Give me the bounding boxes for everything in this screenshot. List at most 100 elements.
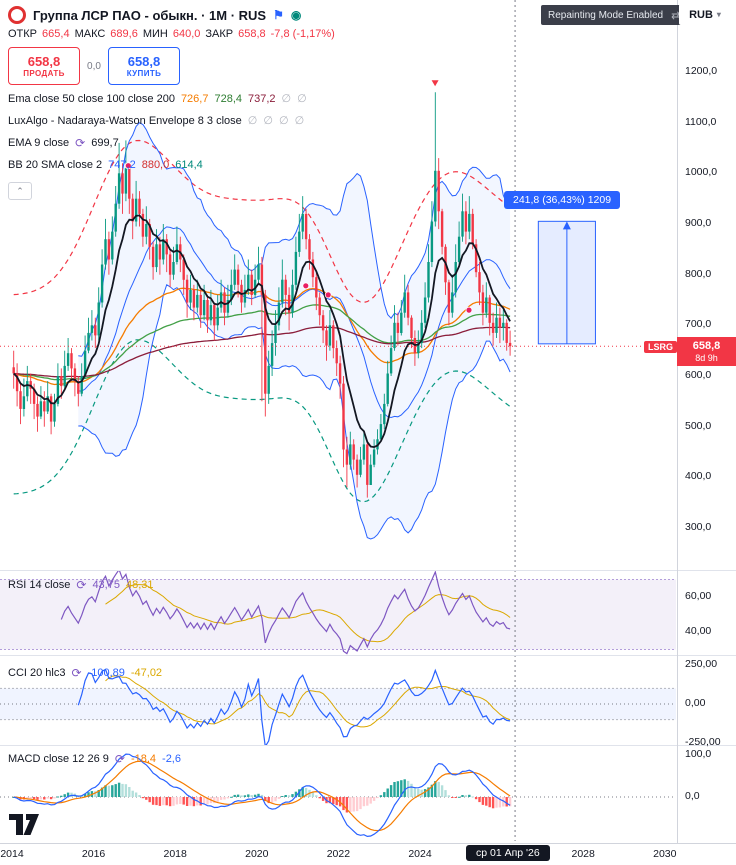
hidden-value-icon: ∅	[297, 93, 307, 105]
loading-spinner-icon: ⟳	[71, 666, 82, 680]
currency-selector[interactable]: RUB ▾	[679, 4, 731, 25]
ema100-value: 728,4	[214, 92, 242, 105]
buy-label: КУПИТЬ	[126, 69, 162, 78]
hidden-value-icon: ∅	[294, 115, 305, 127]
indicator-macd: MACD close 12 26 9 ⟳ -18,4 -2,6	[8, 752, 181, 766]
axis-tick-label: 0,0	[685, 790, 700, 802]
time-tick-label: 2028	[571, 848, 595, 860]
axis-tick-label: 1000,0	[685, 166, 718, 179]
pane-separator[interactable]	[0, 570, 736, 571]
axis-tick-label: 0,00	[685, 697, 706, 709]
time-tick-label: 2030	[653, 848, 677, 860]
last-price-value: 658,8	[692, 339, 721, 352]
axis-tick-label: 700,0	[685, 318, 712, 331]
indicator-cci: CCI 20 hlc3 ⟳ -100,89 -47,02	[8, 666, 162, 680]
axis-tick-label: 600,0	[685, 369, 712, 381]
axis-tick-label: 500,0	[685, 419, 712, 432]
ema9-title[interactable]: EMA 9 close	[8, 137, 70, 149]
luxalgo-title[interactable]: LuxAlgo - Nadaraya-Watson Envelope 8 3 c…	[8, 114, 242, 127]
bb-basis-value: 747,2	[108, 159, 136, 171]
bb-lower-value: 614,4	[175, 159, 203, 171]
currency-value: RUB	[689, 8, 713, 21]
sell-price: 658,8	[27, 54, 61, 69]
rsi-ma-value: 48,31	[125, 579, 154, 591]
indicator-bb: BB 20 SMA close 2 747,2 880,0 614,4	[8, 159, 203, 171]
bar-countdown: 8d 9h	[695, 352, 718, 363]
indicator-rsi: RSI 14 close ⟳ 43,75 48,31	[8, 578, 154, 592]
time-tick-label: 2014	[0, 848, 24, 860]
axis-tick-label: 60,00	[685, 590, 712, 602]
change-value: -7,8 (-1,17%)	[270, 28, 335, 40]
time-tick-label: 2018	[163, 848, 187, 860]
axis-tick-label: 400,0	[685, 470, 712, 483]
ema50-value: 726,7	[180, 92, 209, 105]
indicator-ema9: EMA 9 close ⟳ 699,7	[8, 136, 119, 150]
trade-buttons: 658,8 ПРОДАТЬ 0,0 658,8 КУПИТЬ	[8, 47, 180, 85]
axis-tick-label: 100,0	[685, 748, 712, 760]
flag-icon[interactable]: ⚑	[273, 8, 284, 22]
time-tick-label: 2020	[245, 848, 269, 860]
close-label: ЗАКР	[205, 28, 234, 40]
macd-signal-value: -18,4	[130, 753, 157, 765]
macd-title[interactable]: MACD close 12 26 9	[8, 753, 109, 765]
axis-tick-label: -250,00	[685, 736, 721, 748]
chevron-down-icon: ▾	[716, 10, 721, 19]
published-idea-icon: ◉	[290, 8, 302, 22]
symbol-price-tag: LSRG	[644, 341, 678, 353]
price-axis[interactable]: 1200,0 1100,0 1000,0 900,0 800,0 700,0 600,0 50…	[677, 0, 736, 843]
time-tick-label: 2024	[408, 848, 432, 860]
low-label: МИН	[142, 28, 168, 40]
loading-spinner-icon: ⟳	[76, 578, 87, 592]
rsi-value: 43,75	[92, 579, 120, 591]
sell-label: ПРОДАТЬ	[23, 69, 65, 78]
low-value: 640,0	[172, 28, 201, 40]
ema-trio-title[interactable]: Ema close 50 close 100 close 200	[8, 92, 175, 105]
axis-tick-label: 1100,0	[685, 115, 717, 128]
sell-button[interactable]: 658,8 ПРОДАТЬ	[8, 47, 80, 85]
bb-upper-value: 880,0	[141, 159, 170, 171]
hidden-value-icon: ∅	[247, 115, 258, 127]
hidden-value-icon: ∅	[263, 115, 273, 127]
open-label: ОТКР	[8, 28, 38, 40]
buy-button[interactable]: 658,8 КУПИТЬ	[108, 47, 180, 85]
macd-line-value: -2,6	[162, 753, 181, 765]
toast-action-icon-1[interactable]: ⇄	[671, 9, 681, 22]
indicator-luxalgo: LuxAlgo - Nadaraya-Watson Envelope 8 3 c…	[8, 114, 305, 128]
ohlc-row: ОТКР 665,4 МАКС 689,6 МИН 640,0 ЗАКР 658,8 -…	[8, 28, 335, 40]
symbol-title[interactable]: Группа ЛСР ПАО - обыкн. · 1M · RUS	[33, 7, 267, 23]
symbol-header: Группа ЛСР ПАО - обыкн. · 1M · RUS ⚑ ◉	[8, 6, 301, 24]
axis-tick-label: 250,00	[685, 658, 718, 670]
axis-tick-label: 40,00	[685, 625, 712, 637]
time-tick-label: 2022	[326, 848, 351, 860]
open-value: 665,4	[42, 28, 70, 40]
pane-separator[interactable]	[0, 655, 736, 656]
ema200-value: 737,2	[248, 92, 276, 105]
axis-tick-label: 800,0	[685, 267, 712, 280]
cci-value: -100,89	[87, 667, 125, 679]
rsi-title[interactable]: RSI 14 close	[8, 579, 71, 591]
bb-title[interactable]: BB 20 SMA close 2	[8, 159, 103, 171]
toast-text: Repainting Mode Enabled	[548, 9, 664, 21]
cci-ma-value: -47,02	[130, 667, 163, 679]
time-axis[interactable]: 201420162018202020222024202620282030	[0, 843, 736, 865]
crosshair-date-badge: ср 01 Апр '26	[466, 845, 550, 861]
cci-title[interactable]: CCI 20 hlc3	[8, 667, 66, 679]
buy-price: 658,8	[127, 54, 161, 69]
loading-spinner-icon: ⟳	[75, 136, 86, 150]
ema9-value: 699,7	[91, 137, 119, 149]
collapse-legend-button[interactable]: ⌃	[8, 182, 32, 200]
hidden-value-icon: ∅	[278, 115, 289, 127]
high-value: 689,6	[110, 28, 138, 40]
close-value: 658,8	[238, 28, 266, 40]
axis-tick-label: 1200,0	[685, 65, 718, 77]
measure-tool-label[interactable]: 241,8 (36,43%) 1209	[504, 191, 621, 209]
spread-value: 0,0	[87, 60, 101, 72]
high-label: МАКС	[74, 28, 106, 40]
hidden-value-icon: ∅	[281, 93, 292, 105]
tradingview-logo[interactable]	[8, 812, 44, 843]
axis-tick-label: 300,0	[685, 521, 712, 533]
pane-separator[interactable]	[0, 745, 736, 746]
axis-tick-label: 900,0	[685, 217, 712, 229]
